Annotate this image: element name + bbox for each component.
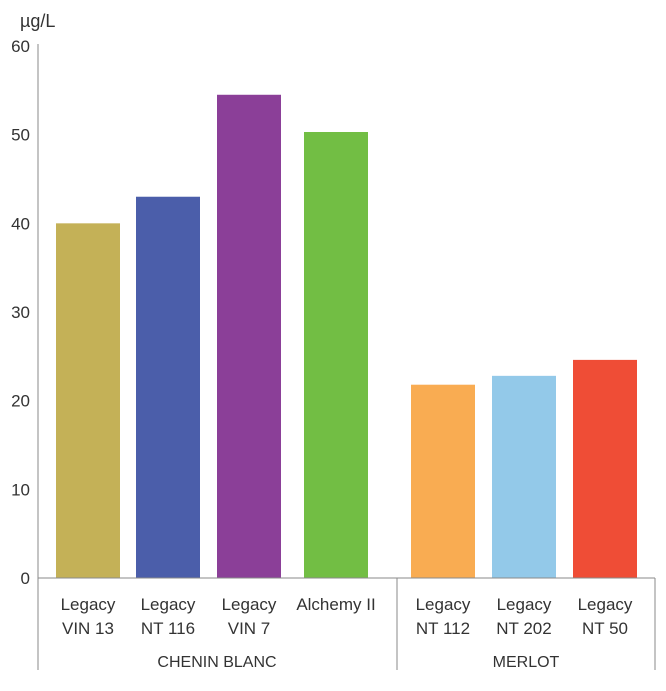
x-tick-label: Legacy [578,595,633,614]
group-label: MERLOT [493,654,560,671]
bars [56,94,637,579]
bar [492,375,556,578]
x-tick-label: NT 116 [141,619,195,638]
y-tick-label: 60 [11,37,30,56]
x-tick-label: Legacy [497,595,552,614]
x-axis-labels: Legacy VIN 13 Legacy NT 116 Legacy VIN 7 Alche… [61,595,633,638]
x-tick-label: VIN 13 [62,619,114,638]
y-tick-label: 10 [11,480,30,499]
x-tick-label: Legacy [141,595,196,614]
x-tick-label: NT 50 [582,619,628,638]
bar [573,359,637,578]
x-tick-label: NT 202 [496,619,551,638]
x-tick-label: Alchemy II [296,595,375,614]
bar [411,384,475,578]
axes [37,44,656,670]
y-tick-label: 50 [11,126,30,145]
y-axis-label: µg/L [20,11,55,31]
y-tick-label: 20 [11,392,30,411]
bar [136,196,200,578]
x-tick-label: VIN 7 [228,619,271,638]
y-tick-label: 0 [21,569,30,588]
x-tick-label: NT 112 [416,619,470,638]
group-label: CHENIN BLANC [157,654,276,671]
x-tick-label: Legacy [222,595,277,614]
x-tick-label: Legacy [416,595,471,614]
y-tick-label: 30 [11,303,30,322]
y-tick-label: 40 [11,214,30,233]
bar [56,223,120,579]
x-tick-label: Legacy [61,595,116,614]
group-labels: CHENIN BLANC MERLOT [157,654,559,671]
bar [217,94,281,579]
bar [304,132,368,579]
y-axis-ticks: 0 10 20 30 40 50 60 [11,37,30,588]
